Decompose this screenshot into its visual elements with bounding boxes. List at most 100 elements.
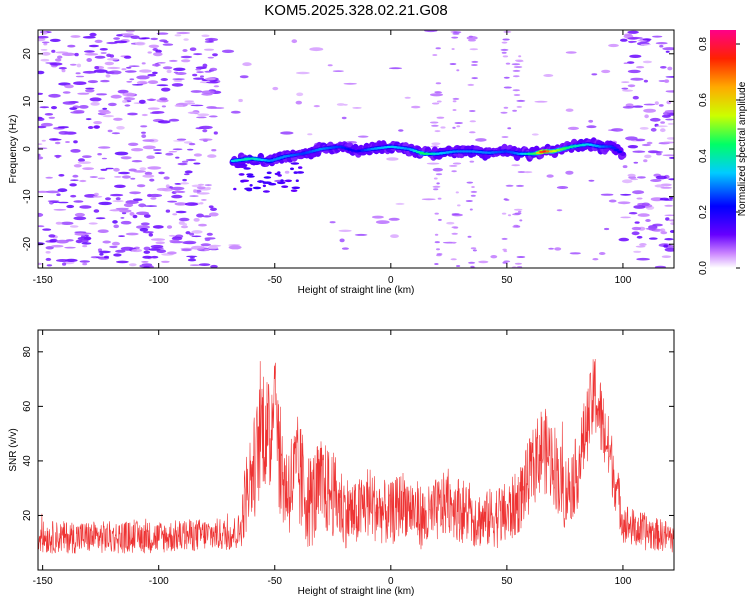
noise-blob [586,125,597,129]
noise-blob [629,54,642,58]
noise-blob [45,190,60,194]
noise-blob [140,82,147,85]
noise-blob [89,176,98,178]
noise-blob [108,102,117,107]
noise-blob [75,239,83,244]
noise-blob [174,183,182,185]
noise-blob [125,232,139,236]
noise-blob [57,55,63,59]
x-tick-label: 100 [615,275,632,286]
noise-blob [78,158,85,162]
noise-blob [79,105,89,109]
noise-blob [188,142,196,146]
noise-blob [177,162,188,166]
streak-blob [471,64,478,66]
signal-scatter [252,186,262,190]
noise-blob [38,125,47,129]
noise-blob [660,128,666,133]
noise-blob [663,199,674,201]
noise-blob [643,108,656,113]
noise-blob [173,190,182,193]
noise-blob [58,67,67,70]
noise-blob [637,213,650,217]
noise-blob [189,47,197,51]
noise-blob [186,255,198,258]
noise-blob [639,126,649,130]
noise-blob [620,38,628,42]
noise-blob [664,238,674,241]
noise-blob [213,131,218,135]
noise-blob [660,231,668,235]
noise-blob [150,255,159,259]
colorbar: 0.0 0.2 0.4 0.6 0.8 Normalized spectral ampl… [698,30,748,275]
noise-blob [120,156,132,160]
noise-blob [85,118,92,121]
noise-blob [398,129,404,132]
noise-blob [114,176,122,178]
noise-blob [621,179,633,184]
noise-blob [620,193,632,196]
noise-blob [47,200,60,203]
noise-blob [191,235,202,238]
noise-blob [126,66,132,69]
noise-blob [73,200,84,203]
noise-blob [178,217,190,222]
noise-blob [123,97,136,101]
noise-blob [80,239,89,243]
noise-blob [663,244,668,248]
noise-blob [206,81,219,84]
noise-blob [157,62,166,64]
noise-blob [94,192,99,196]
signal-scatter [252,162,261,165]
noise-blob [56,259,70,262]
noise-blob [116,260,129,264]
noise-blob [113,224,119,229]
noise-blob [141,62,146,65]
noise-blob [127,112,138,116]
noise-blob [357,135,369,138]
noise-blob [199,138,213,141]
noise-blob [668,156,674,159]
streak-blob [451,213,460,216]
noise-blob [152,225,164,229]
streak-blob [501,212,507,215]
snr-y-axis: 20 40 60 80 [22,346,674,521]
noise-blob [45,176,53,179]
noise-blob [62,91,71,94]
signal-scatter [238,173,245,176]
noise-blob [51,106,57,110]
y-tick-label: 20 [22,48,33,60]
noise-blob [74,52,79,57]
spectrogram-marks [38,30,674,268]
noise-blob [131,248,143,253]
noise-blob [70,194,77,198]
noise-blob [190,104,204,107]
noise-blob [142,139,155,142]
noise-blob [66,204,75,209]
streak-blob [433,188,439,191]
noise-blob [57,126,69,129]
noise-blob [69,225,79,228]
streak-blob [452,162,462,165]
streak-blob [432,54,438,56]
noise-blob [637,176,646,179]
streak-blob [452,241,456,244]
noise-blob [55,155,60,159]
noise-blob [654,184,665,188]
noise-blob [61,68,66,73]
noise-blob [207,246,219,250]
streak-blob [467,235,472,238]
noise-blob [40,58,50,62]
noise-blob [642,38,652,41]
noise-blob [196,186,206,190]
streak-blob [519,219,523,222]
streak-blob [500,111,508,114]
noise-blob [129,212,135,216]
streak-blob [468,38,474,41]
noise-blob [230,110,241,114]
noise-blob [210,207,217,211]
noise-blob [554,247,562,251]
streak-blob [435,173,443,176]
noise-blob [432,167,443,172]
noise-blob [155,49,162,53]
